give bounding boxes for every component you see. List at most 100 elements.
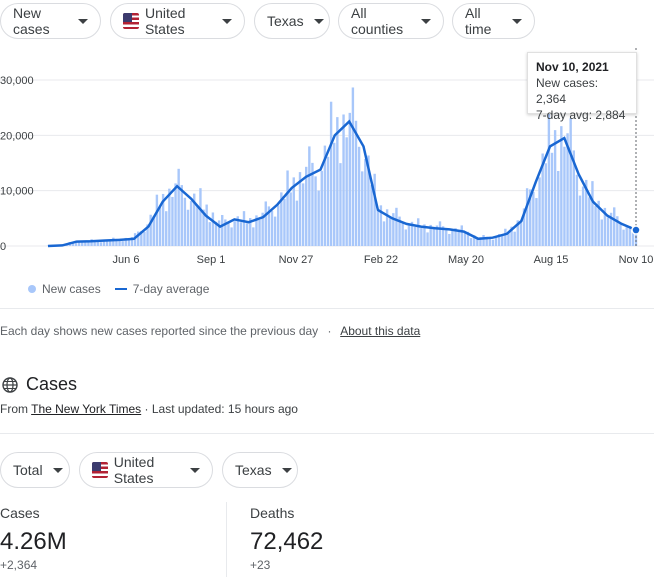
new-cases-bar: [405, 229, 407, 246]
footnote-separator: ·: [328, 324, 332, 338]
new-cases-bar: [345, 137, 347, 246]
tooltip-new-cases: New cases: 2,364: [536, 75, 628, 107]
new-cases-bar: [274, 217, 276, 246]
source-link[interactable]: The New York Times: [31, 402, 141, 416]
new-cases-bar: [271, 211, 273, 246]
new-cases-bar: [221, 215, 223, 246]
new-cases-bar: [582, 187, 584, 246]
legend-new-cases: New cases: [42, 282, 101, 296]
new-cases-bar: [289, 192, 291, 246]
new-cases-bar: [199, 188, 201, 246]
legend-average: 7-day average: [133, 282, 210, 296]
new-cases-bar: [358, 147, 360, 246]
new-cases-bar: [395, 208, 397, 246]
new-cases-bar: [321, 171, 323, 246]
new-cases-bar: [408, 226, 410, 246]
country-dropdown-2[interactable]: United States: [79, 452, 213, 488]
y-tick-label: 10,000: [0, 186, 34, 198]
new-cases-bar: [489, 238, 491, 246]
x-tick-label: Nov 27: [279, 254, 314, 266]
country-dropdown[interactable]: United States: [110, 3, 245, 39]
county-dropdown-label: All counties: [351, 5, 411, 37]
source-from: From: [0, 402, 28, 416]
new-cases-legend-dot-icon: [28, 285, 36, 293]
deaths-stat-value: 72,462: [250, 528, 323, 556]
country-dropdown-2-label: United States: [114, 454, 180, 486]
range-dropdown-label: All time: [465, 5, 502, 37]
new-cases-bar: [196, 205, 198, 246]
chevron-down-icon: [78, 19, 88, 24]
new-cases-bar: [339, 163, 341, 246]
new-cases-bar: [205, 205, 207, 246]
new-cases-bar: [212, 212, 214, 246]
deaths-stat-delta: +23: [250, 558, 323, 572]
new-cases-bar: [165, 211, 167, 246]
metric-dropdown[interactable]: New cases: [0, 3, 101, 39]
chevron-down-icon: [53, 468, 63, 473]
new-cases-bar: [100, 242, 102, 246]
new-cases-bar: [190, 201, 192, 246]
new-cases-bar: [433, 229, 435, 246]
x-tick-label: Aug 15: [534, 254, 569, 266]
new-cases-bar: [227, 223, 229, 246]
county-dropdown[interactable]: All counties: [338, 3, 444, 39]
new-cases-bar: [383, 221, 385, 246]
new-cases-bar: [377, 211, 379, 246]
new-cases-bar: [457, 232, 459, 246]
chevron-down-icon: [190, 468, 200, 473]
new-cases-bar: [370, 185, 372, 246]
deaths-stat: Deaths 72,462 +23: [250, 505, 323, 572]
new-cases-bar: [342, 114, 344, 246]
new-cases-bar: [588, 197, 590, 246]
total-dropdown[interactable]: Total: [0, 452, 70, 488]
state-dropdown-label: Texas: [267, 13, 304, 29]
new-cases-bar: [504, 229, 506, 246]
y-tick-label: 20,000: [0, 130, 34, 142]
new-cases-bar: [336, 117, 338, 246]
new-cases-bar: [414, 227, 416, 246]
y-axis: 30,000 20,000 10,000 0: [0, 75, 34, 253]
new-cases-bar: [187, 210, 189, 246]
new-cases-bar: [417, 218, 419, 246]
new-cases-bar: [361, 171, 363, 246]
last-updated: · Last updated: 15 hours ago: [145, 402, 298, 416]
new-cases-bar: [470, 238, 472, 246]
about-this-data-link[interactable]: About this data: [340, 324, 420, 338]
range-dropdown[interactable]: All time: [452, 3, 535, 39]
new-cases-bar: [569, 118, 571, 246]
x-tick-label: Nov 10: [619, 254, 654, 266]
new-cases-bar: [277, 205, 279, 246]
average-legend-line-icon: [115, 288, 127, 290]
new-cases-bar: [607, 217, 609, 246]
stat-divider: [226, 502, 227, 577]
new-cases-bar: [143, 232, 145, 246]
new-cases-bar: [308, 146, 310, 246]
divider: [0, 308, 654, 309]
state-dropdown[interactable]: Texas: [254, 3, 330, 39]
new-cases-bar: [349, 113, 351, 246]
new-cases-bar: [520, 222, 522, 246]
new-cases-bar: [246, 223, 248, 246]
chevron-down-icon: [512, 19, 522, 24]
new-cases-bar: [283, 199, 285, 246]
new-cases-bar: [563, 147, 565, 246]
new-cases-bar: [252, 227, 254, 246]
new-cases-bar: [209, 222, 211, 246]
state-dropdown-2[interactable]: Texas: [222, 452, 298, 488]
x-tick-label: May 20: [448, 254, 484, 266]
new-cases-bar: [501, 235, 503, 246]
new-cases-bar: [181, 185, 183, 246]
new-cases-bar: [426, 232, 428, 246]
new-cases-bar: [78, 243, 80, 246]
new-cases-bar: [230, 227, 232, 246]
new-cases-bar: [286, 170, 288, 246]
x-tick-label: Jun 6: [113, 254, 140, 266]
tooltip-average: 7-day avg: 2,884: [536, 107, 628, 123]
new-cases-bar: [156, 195, 158, 246]
new-cases-bar: [327, 157, 329, 246]
new-cases-bar: [240, 222, 242, 246]
new-cases-bar: [352, 87, 354, 246]
new-cases-bar: [171, 197, 173, 246]
new-cases-bar: [302, 183, 304, 246]
new-cases-bar: [445, 230, 447, 246]
